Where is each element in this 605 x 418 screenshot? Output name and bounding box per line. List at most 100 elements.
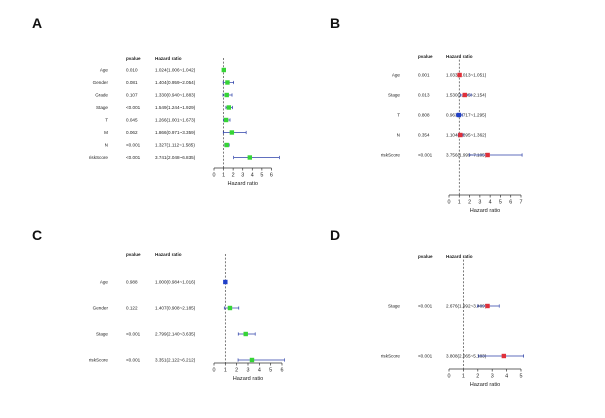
x-axis-label: Hazard ratio — [470, 208, 500, 214]
hr-point — [224, 142, 229, 148]
x-tick-label: 6 — [281, 368, 284, 374]
pvalue-header: pvalue — [126, 56, 141, 61]
forest-panel-d: pvalue Hazard ratio Stage <0.001 2.676(1.992… — [381, 254, 524, 388]
x-axis-label: Hazard ratio — [470, 382, 500, 388]
row-hazard-ratio: 0.963(0.717~1.295) — [446, 113, 487, 118]
x-tick-label: 7 — [520, 200, 523, 206]
x-tick-label: 2 — [476, 374, 479, 380]
row-label: riskScore — [89, 358, 109, 363]
forest-panel-b: pvalue Hazard ratio Age 0.001 1.033(1.013~1.… — [381, 54, 523, 214]
row-pvalue: <0.001 — [418, 354, 433, 359]
row-pvalue: <0.001 — [126, 105, 141, 110]
hr-point — [485, 152, 490, 158]
row-pvalue: <0.001 — [126, 332, 141, 337]
row-label: riskScore — [89, 155, 109, 160]
hr-point — [229, 130, 235, 135]
hr-point — [226, 105, 232, 110]
row-hazard-ratio: 3.741(2.048~6.835) — [155, 155, 196, 160]
hr-point — [224, 92, 229, 98]
row-pvalue: 0.062 — [126, 130, 138, 135]
hr-point — [457, 72, 462, 78]
x-tick-label: 1 — [222, 173, 225, 179]
hr-point — [223, 117, 229, 123]
row-pvalue: 0.045 — [126, 118, 138, 123]
x-tick-label: 5 — [269, 368, 272, 374]
pvalue-header: pvalue — [418, 254, 433, 259]
row-label: Stage — [96, 105, 108, 110]
row-label: Stage — [388, 93, 400, 98]
x-tick-label: 3 — [241, 173, 244, 179]
row-pvalue: <0.001 — [126, 155, 141, 160]
x-tick-label: 5 — [260, 173, 263, 179]
row-hazard-ratio: 3.756(1.999~7.105) — [446, 153, 487, 158]
x-tick-label: 1 — [462, 374, 465, 380]
row-pvalue: 0.988 — [126, 280, 138, 285]
row-label: N — [105, 143, 108, 148]
x-tick-label: 1 — [224, 368, 227, 374]
row-pvalue: <0.001 — [126, 358, 141, 363]
row-label: riskScore — [381, 354, 401, 359]
x-axis-label: Hazard ratio — [227, 181, 257, 187]
row-label: Gender — [93, 80, 109, 85]
hr-point — [221, 67, 227, 73]
x-tick-label: 2 — [235, 368, 238, 374]
panel-label-c: C — [32, 227, 42, 243]
row-hazard-ratio: 1.327(1.112~1.585) — [155, 143, 195, 148]
row-hazard-ratio: 1.104(0.895~1.362) — [446, 133, 487, 138]
hr-point — [456, 112, 462, 118]
hr-point — [485, 303, 490, 309]
x-tick-label: 3 — [247, 368, 250, 374]
row-hazard-ratio: 1.000(0.984~1.016) — [155, 280, 196, 285]
forest-panel-c: pvalue Hazard ratio Age 0.988 1.000(0.984~1.… — [89, 252, 285, 382]
x-tick-label: 0 — [213, 173, 216, 179]
row-label: Age — [100, 280, 109, 285]
forest-panel-a: pvalue Hazard ratio Age 0.010 1.024(1.006~1.… — [89, 56, 280, 187]
row-pvalue: 0.354 — [418, 133, 430, 138]
hazard-ratio-header: Hazard ratio — [155, 252, 182, 257]
pvalue-header: pvalue — [126, 252, 141, 257]
row-label: Stage — [388, 304, 400, 309]
panel-label-a: A — [32, 15, 42, 31]
hr-point — [225, 80, 230, 85]
hr-point — [227, 305, 233, 311]
hr-point — [249, 357, 255, 363]
pvalue-header: pvalue — [418, 54, 433, 59]
x-tick-label: 0 — [448, 200, 451, 206]
panel-label-b: B — [330, 15, 340, 31]
x-tick-label: 2 — [468, 200, 471, 206]
row-pvalue: 0.013 — [418, 93, 430, 98]
row-hazard-ratio: 1.404(0.959~2.054) — [155, 80, 196, 85]
row-label: M — [104, 130, 108, 135]
row-pvalue: 0.001 — [418, 73, 430, 78]
hazard-ratio-header: Hazard ratio — [155, 56, 182, 61]
x-tick-label: 0 — [213, 368, 216, 374]
x-tick-label: 4 — [489, 200, 492, 206]
x-tick-label: 1 — [458, 200, 461, 206]
row-pvalue: <0.001 — [418, 153, 433, 158]
row-pvalue: 0.010 — [126, 68, 138, 73]
row-hazard-ratio: 2.676(1.992~3.489) — [446, 304, 487, 309]
x-tick-label: 4 — [258, 368, 261, 374]
row-hazard-ratio: 1.266(1.001~1.673) — [155, 118, 196, 123]
row-label: Stage — [96, 332, 108, 337]
row-hazard-ratio: 1.866(0.971~3.359) — [155, 130, 196, 135]
row-hazard-ratio: 2.799(2.140~3.635) — [155, 332, 196, 337]
row-label: Age — [100, 68, 109, 73]
panel-label-d: D — [330, 227, 340, 243]
x-tick-label: 3 — [478, 200, 481, 206]
x-tick-label: 6 — [270, 173, 273, 179]
hazard-ratio-header: Hazard ratio — [446, 254, 473, 259]
row-hazard-ratio: 3.351(2.122~6.212) — [155, 358, 196, 363]
x-tick-label: 4 — [251, 173, 254, 179]
x-tick-label: 0 — [448, 374, 451, 380]
row-label: N — [397, 133, 400, 138]
x-tick-label: 3 — [491, 374, 494, 380]
row-hazard-ratio: 1.024(1.006~1.042) — [155, 68, 196, 73]
x-tick-label: 2 — [232, 173, 235, 179]
hr-point — [247, 155, 253, 160]
row-hazard-ratio: 1.330(0.940~1.883) — [155, 93, 196, 98]
x-axis-label: Hazard ratio — [233, 376, 263, 382]
x-tick-label: 6 — [509, 200, 512, 206]
row-pvalue: <0.001 — [418, 304, 433, 309]
row-pvalue: 0.122 — [126, 306, 138, 311]
